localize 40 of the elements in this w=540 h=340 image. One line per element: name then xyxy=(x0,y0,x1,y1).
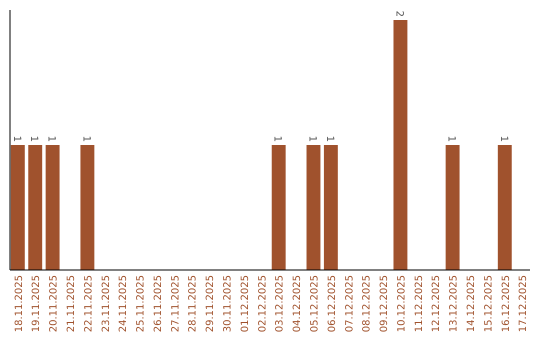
x-tick-label: 15.12.2025 xyxy=(483,275,494,332)
data-label: 1 xyxy=(306,136,318,142)
x-tick-label: 27.11.2025 xyxy=(170,275,182,332)
x-tick-label: 08.12.2025 xyxy=(362,275,373,332)
x-tick-label: 12.12.2025 xyxy=(431,275,442,332)
x-tick-label: 03.12.2025 xyxy=(274,275,286,332)
data-label: 1 xyxy=(80,136,92,142)
x-tick-label: 18.11.2025 xyxy=(14,275,25,332)
data-label: 1 xyxy=(272,136,283,142)
data-label: 1 xyxy=(10,136,22,142)
x-tick-label: 25.11.2025 xyxy=(136,275,147,332)
x-tick-label: 06.12.2025 xyxy=(326,275,338,332)
x-tick-label: 02.12.2025 xyxy=(257,275,268,332)
x-tick-label: 05.12.2025 xyxy=(309,275,320,332)
x-tick-label: 13.12.2025 xyxy=(448,275,460,332)
x-tick-label: 21.11.2025 xyxy=(66,275,77,332)
x-tick-label: 16.12.2025 xyxy=(500,275,512,332)
x-tick-label: 07.12.2025 xyxy=(344,275,356,332)
x-tick-label: 01.12.2025 xyxy=(240,275,251,332)
data-label: 1 xyxy=(46,136,57,142)
x-tick-label: 29.11.2025 xyxy=(205,275,216,332)
data-label: 1 xyxy=(28,136,40,142)
data-label: 1 xyxy=(498,136,509,142)
data-label: 2 xyxy=(393,10,404,17)
x-tick-label: 28.11.2025 xyxy=(188,275,199,332)
x-tick-label: 04.12.2025 xyxy=(292,275,304,332)
x-tick-label: 09.12.2025 xyxy=(379,275,390,332)
x-tick-label: 26.11.2025 xyxy=(152,275,164,332)
x-tick-label: 19.11.2025 xyxy=(31,275,42,332)
x-tick-label: 24.11.2025 xyxy=(118,275,130,332)
x-tick-label: 23.11.2025 xyxy=(100,275,112,332)
x-tick-label: 22.11.2025 xyxy=(83,275,94,332)
data-label: 1 xyxy=(446,136,457,142)
x-tick-label: 11.12.2025 xyxy=(414,275,425,332)
x-tick-label: 30.11.2025 xyxy=(222,275,234,332)
x-tick-label: 20.11.2025 xyxy=(48,275,60,332)
x-tick-label: 10.12.2025 xyxy=(396,275,408,332)
x-tick-label: 17.12.2025 xyxy=(518,275,530,332)
data-label: 1 xyxy=(324,136,335,142)
x-tick-label: 14.12.2025 xyxy=(466,275,477,332)
